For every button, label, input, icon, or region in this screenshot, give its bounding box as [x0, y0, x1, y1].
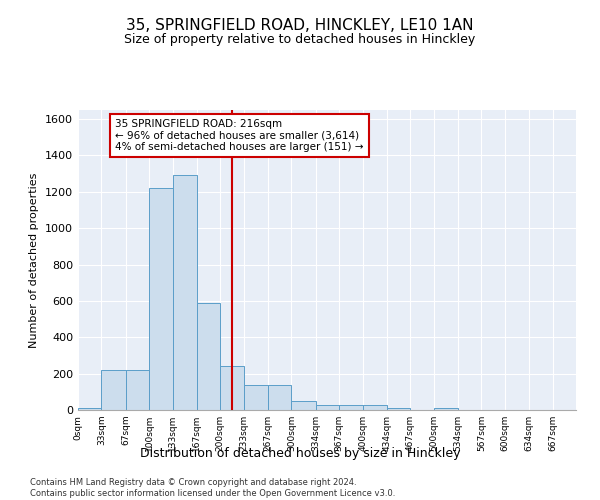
Bar	[220, 366, 244, 410]
Bar	[197, 302, 220, 410]
Text: 35, SPRINGFIELD ROAD, HINCKLEY, LE10 1AN: 35, SPRINGFIELD ROAD, HINCKLEY, LE10 1AN	[126, 18, 474, 32]
Text: Size of property relative to detached houses in Hinckley: Size of property relative to detached ho…	[124, 32, 476, 46]
Bar	[244, 386, 268, 410]
Text: Contains HM Land Registry data © Crown copyright and database right 2024.
Contai: Contains HM Land Registry data © Crown c…	[30, 478, 395, 498]
Bar	[101, 370, 125, 410]
Bar	[292, 401, 316, 410]
Bar	[78, 408, 101, 410]
Bar	[173, 174, 197, 410]
Bar	[149, 188, 173, 410]
Bar	[362, 406, 387, 410]
Bar	[339, 406, 362, 410]
Bar	[268, 386, 292, 410]
Bar	[316, 404, 339, 410]
Bar	[125, 370, 149, 410]
Bar	[434, 408, 458, 410]
Bar	[387, 408, 410, 410]
Y-axis label: Number of detached properties: Number of detached properties	[29, 172, 40, 348]
Text: 35 SPRINGFIELD ROAD: 216sqm
← 96% of detached houses are smaller (3,614)
4% of s: 35 SPRINGFIELD ROAD: 216sqm ← 96% of det…	[115, 119, 364, 152]
Text: Distribution of detached houses by size in Hinckley: Distribution of detached houses by size …	[140, 448, 460, 460]
